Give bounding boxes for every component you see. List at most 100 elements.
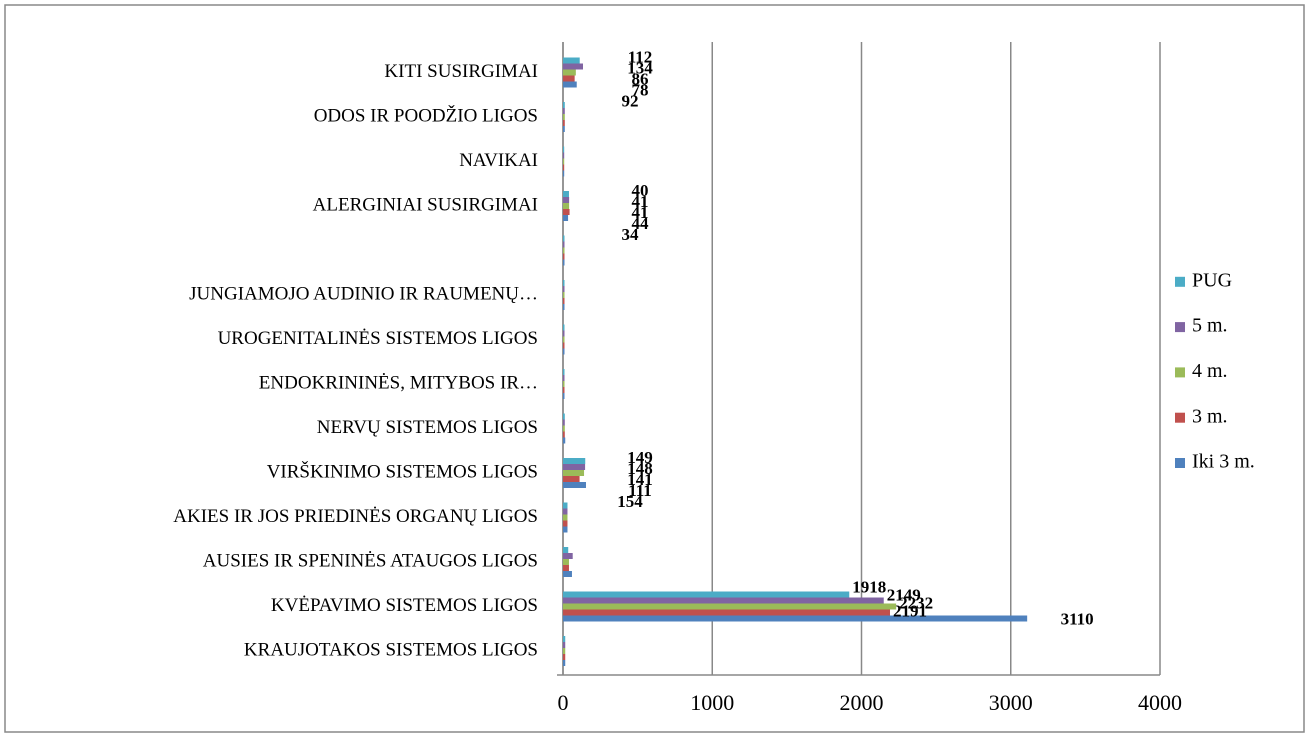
- bar: [563, 458, 586, 464]
- y-tick-label: AUSIES IR SPENINĖS ATAUGOS LIGOS: [203, 550, 538, 571]
- x-tick-label: 1000: [690, 690, 734, 715]
- bar: [563, 369, 565, 375]
- data-label: 111: [628, 481, 652, 500]
- data-label: 78: [632, 80, 649, 99]
- bar: [563, 158, 565, 165]
- bar: [563, 470, 585, 476]
- legend-label: 3 m.: [1192, 405, 1228, 427]
- bar: [563, 69, 576, 76]
- data-label: 154: [617, 492, 643, 511]
- data-label: 44: [632, 214, 650, 233]
- bar: [563, 603, 897, 610]
- bar: [563, 654, 566, 660]
- data-label: 40: [632, 181, 649, 200]
- bar: [563, 102, 565, 108]
- data-label: 112: [628, 47, 653, 66]
- y-tick-label: JUNGIAMOJO AUDINIO IR RAUMENŲ…: [189, 283, 538, 304]
- bar: [563, 330, 565, 337]
- bar: [563, 547, 569, 553]
- bar: [563, 209, 570, 215]
- bar: [563, 120, 565, 126]
- bar: [563, 286, 565, 292]
- data-label: 41: [632, 192, 649, 211]
- bar: [563, 63, 583, 70]
- bar: [563, 324, 565, 331]
- bar: [563, 597, 884, 604]
- data-label: 86: [632, 69, 649, 88]
- data-label: 2149: [887, 585, 921, 604]
- x-tick-label: 2000: [840, 690, 884, 715]
- y-tick-label: ODOS IR POODŽIO LIGOS: [314, 104, 538, 126]
- bar: [563, 375, 565, 381]
- bar: [563, 57, 580, 64]
- bar: [563, 591, 850, 598]
- bar: [563, 114, 565, 120]
- bar: [563, 298, 565, 304]
- bar: [563, 437, 566, 444]
- bar: [563, 419, 565, 426]
- legend-swatch: [1175, 458, 1185, 468]
- bar: [563, 241, 565, 248]
- bar: [563, 235, 565, 242]
- bar: [563, 197, 570, 203]
- bar: [563, 253, 565, 260]
- chart-border: [4, 4, 1305, 733]
- legend-label: 5 m.: [1192, 315, 1228, 337]
- bar: [563, 482, 586, 488]
- y-tick-label: NERVŲ SISTEMOS LIGOS: [317, 417, 538, 438]
- y-tick-label: KVĖPAVIMO SISTEMOS LIGOS: [271, 595, 538, 616]
- bar: [563, 393, 565, 399]
- bar: [563, 636, 566, 642]
- bar: [563, 164, 565, 171]
- bar: [563, 259, 565, 266]
- legend-swatch: [1175, 412, 1185, 423]
- legend-label: PUG: [1192, 269, 1232, 291]
- data-label: 2232: [899, 593, 933, 612]
- bar: [563, 571, 572, 577]
- bar: [563, 152, 565, 159]
- bar: [563, 108, 565, 114]
- bar: [563, 609, 891, 616]
- bar: [563, 642, 566, 648]
- y-tick-label: KITI SUSIRGIMAI: [384, 61, 538, 82]
- bar: [563, 387, 565, 393]
- bar: [563, 464, 586, 470]
- bar: [563, 81, 577, 88]
- legend-label: Iki 3 m.: [1192, 451, 1255, 473]
- bar: [563, 336, 565, 343]
- data-label: 2191: [893, 601, 927, 620]
- x-tick-label: 0: [558, 690, 569, 715]
- bar: [563, 526, 568, 533]
- bar: [563, 520, 568, 527]
- bar: [563, 75, 575, 82]
- bar: [563, 514, 568, 521]
- legend-swatch: [1175, 276, 1185, 287]
- bar: [563, 170, 565, 177]
- bar: [563, 559, 569, 565]
- legend-label: 4 m.: [1192, 360, 1228, 382]
- bar: [563, 425, 565, 432]
- bar: [563, 146, 565, 153]
- bar: [563, 215, 569, 221]
- bar: [563, 247, 565, 254]
- data-label: 149: [627, 448, 653, 467]
- bar: [563, 342, 565, 349]
- bar: [563, 280, 565, 286]
- data-label: 134: [627, 58, 653, 77]
- data-label: 148: [627, 459, 653, 478]
- legend-swatch: [1175, 367, 1185, 378]
- bar: [563, 431, 565, 438]
- data-label: 92: [622, 91, 639, 110]
- bar: [563, 476, 580, 482]
- bar: [563, 553, 573, 559]
- bar: [563, 648, 566, 654]
- y-tick-label: VIRŠKINIMO SISTEMOS LIGOS: [267, 460, 538, 482]
- bar: [563, 502, 568, 509]
- bar: [563, 348, 565, 355]
- y-tick-label: NAVIKAI: [459, 150, 538, 171]
- bar: [563, 191, 569, 197]
- bar: [563, 126, 565, 132]
- data-label: 34: [622, 225, 640, 244]
- bar: [563, 203, 570, 209]
